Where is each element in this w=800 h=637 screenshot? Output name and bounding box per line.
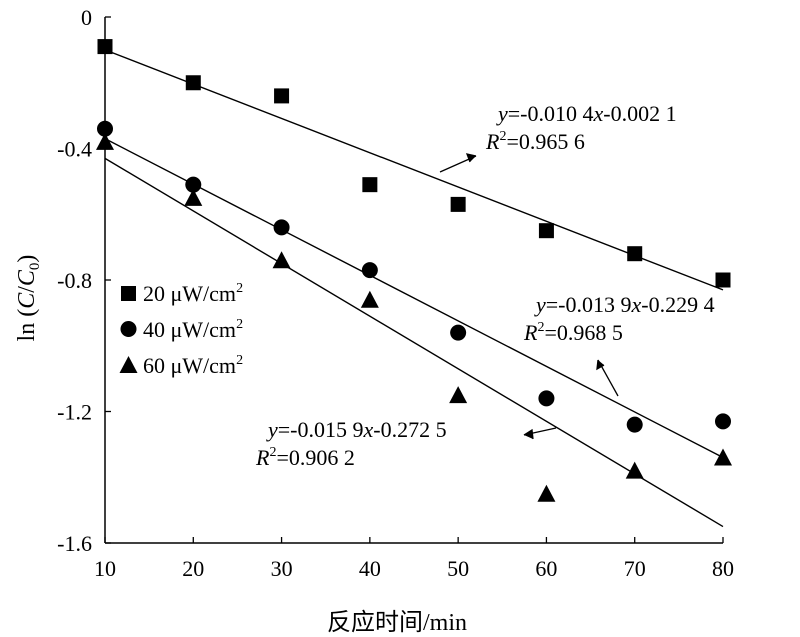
legend-label-20: 20 μW/cm2	[143, 281, 243, 306]
x-tick-label: 20	[182, 556, 204, 581]
point-square	[185, 75, 201, 91]
y-axis-title-c0: C	[14, 269, 40, 286]
x-axis-title: 反应时间/min	[327, 609, 467, 636]
annotations: y=-0.010 4x-0.002 1 R2=0.965 6 y=-0.013 …	[255, 101, 715, 470]
equation-60-line1: y=-0.015 9x-0.272 5	[266, 417, 447, 442]
y-tick-label: -0.8	[57, 268, 92, 293]
y-tick-label: -0.4	[57, 137, 92, 162]
x-tick-label: 10	[94, 556, 116, 581]
point-circle	[273, 219, 290, 236]
y-axis-title-slash: /	[14, 286, 40, 293]
y-tick-label: -1.2	[57, 400, 92, 425]
y-axis-title-suffix: )	[14, 255, 40, 263]
legend-marker-square	[121, 286, 136, 301]
x-tick-label: 30	[271, 556, 293, 581]
x-axis-ticks: 10 20 30 40 50 60 70 80	[94, 537, 734, 581]
point-square	[538, 223, 554, 239]
x-tick-label: 70	[624, 556, 646, 581]
annotation-arrow-40	[596, 359, 619, 397]
point-circle	[538, 390, 555, 407]
y-axis-title-prefix: ln (	[14, 309, 40, 342]
equation-20-line1: y=-0.010 4x-0.002 1	[496, 101, 677, 126]
axes	[104, 17, 723, 544]
x-tick-label: 80	[712, 556, 734, 581]
equation-40-line2: R2=0.968 5	[523, 320, 623, 345]
legend-marker-circle	[120, 321, 137, 337]
point-circle	[715, 413, 731, 430]
fit-lines	[104, 49, 724, 528]
point-triangle	[360, 290, 379, 308]
point-square	[362, 177, 378, 193]
point-square	[715, 272, 731, 288]
y-tick-label: 0	[81, 5, 92, 30]
equation-20-line2: R2=0.965 6	[485, 129, 585, 154]
point-triangle	[714, 448, 732, 466]
fit-line-series-0	[104, 49, 724, 291]
point-circle	[361, 262, 378, 279]
annotation-arrow-60	[523, 427, 557, 440]
point-triangle	[625, 461, 644, 479]
legend-marker-triangle	[119, 356, 138, 373]
y-axis-ticks: 0 -0.4 -0.8 -1.2 -1.6	[57, 5, 111, 556]
point-triangle	[272, 251, 291, 269]
y-axis-title: ln (C/C0)	[14, 255, 43, 342]
fit-line-series-1	[104, 138, 724, 459]
annotation-arrow-20	[439, 153, 477, 173]
equation-40-line1: y=-0.013 9x-0.229 4	[534, 292, 715, 317]
point-triangle	[449, 386, 468, 404]
y-axis-title-c0-sub: 0	[27, 263, 43, 271]
y-tick-label: -1.6	[57, 531, 92, 556]
x-tick-label: 50	[447, 556, 469, 581]
fit-line-series-2	[104, 157, 724, 528]
point-circle	[185, 176, 202, 193]
point-square	[627, 246, 643, 262]
legend: 20 μW/cm2 40 μW/cm2 60 μW/cm2	[119, 281, 243, 378]
x-tick-label: 40	[359, 556, 381, 581]
point-circle	[626, 416, 643, 433]
data-points	[96, 39, 732, 502]
point-circle	[450, 324, 467, 341]
point-triangle	[537, 484, 556, 502]
y-axis-title-c: C	[14, 292, 40, 309]
legend-label-60: 60 μW/cm2	[143, 353, 243, 378]
equation-60-line2: R2=0.906 2	[255, 445, 355, 470]
legend-label-40: 40 μW/cm2	[143, 317, 243, 342]
point-triangle	[184, 188, 203, 206]
point-square	[450, 196, 466, 212]
x-tick-label: 60	[535, 556, 557, 581]
point-square	[274, 88, 290, 104]
